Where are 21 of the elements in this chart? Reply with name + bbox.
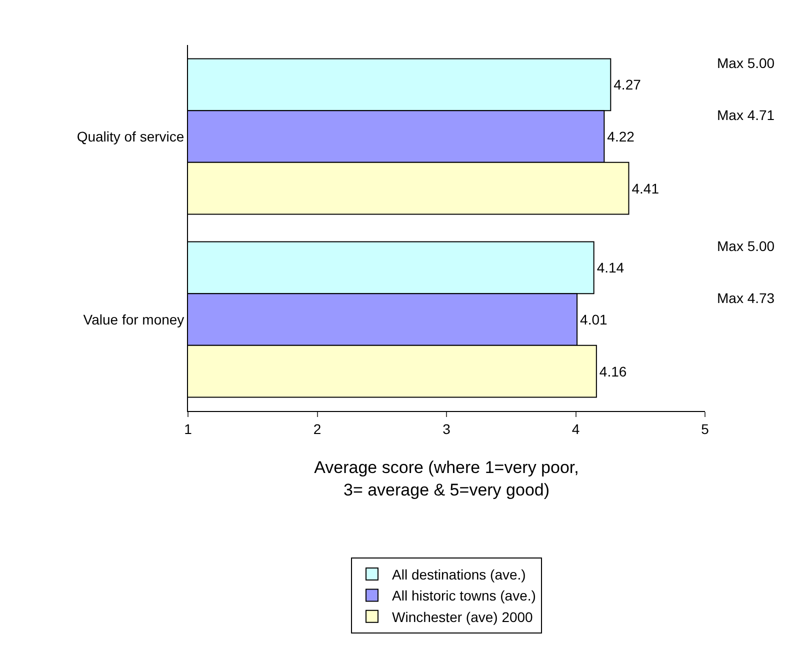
y-tick-label: Value for money — [83, 311, 184, 328]
legend-label: Winchester (ave) 2000 — [392, 608, 534, 625]
x-tick-label: 5 — [701, 420, 710, 437]
text: Max 4.73 — [717, 290, 775, 306]
data-label: 4.22 — [607, 128, 635, 145]
y-tick-label: Quality of service — [76, 128, 184, 144]
x-tick-label: 3 — [442, 420, 451, 437]
data-label: 4.01 — [580, 312, 608, 328]
text: Max 5.00 — [717, 238, 775, 254]
data-label: 4.27 — [614, 76, 642, 93]
x-tick-label: 4 — [572, 420, 580, 437]
x-tick-label: 1 — [184, 420, 192, 437]
x-tick-label: 2 — [313, 420, 322, 437]
data-label: 4.14 — [596, 260, 624, 276]
legend-label: All destinations (ave.) — [392, 566, 526, 582]
text: Max 4.71 — [717, 107, 775, 123]
data-label: 4.16 — [599, 363, 627, 380]
text: Max 5.00 — [717, 55, 775, 71]
data-label: 4.41 — [632, 180, 660, 196]
legend-label: All historic towns (ave.) — [392, 588, 536, 604]
x-axis-title: Average score (where 1=very poor, 3= average & 5=very good) — [314, 458, 579, 500]
